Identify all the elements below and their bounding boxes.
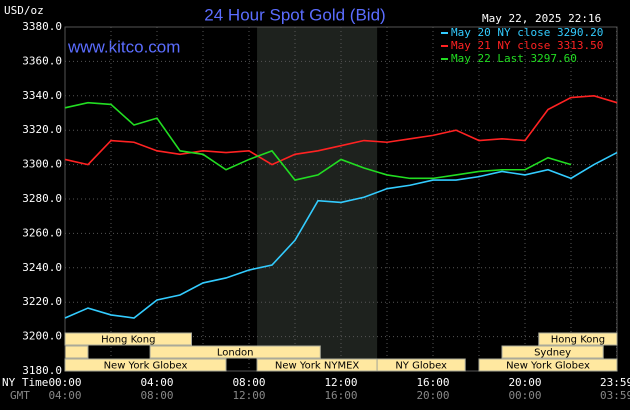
session-bar [64,358,227,372]
session-bar [376,358,466,372]
session-label: Hong Kong [551,335,605,346]
x2-tick-label: 08:00 [140,389,173,402]
y-tick-label: 3260.0 [22,226,62,239]
x2-tick-label: 16:00 [324,389,357,402]
series-line [64,151,618,319]
y-tick-label: 3300.0 [22,158,62,171]
legend-label: May 21 NY close 3313.50 [451,39,603,52]
session-label: NY Globex [395,361,447,372]
source: www.kitco.com [67,37,180,56]
series-line [64,94,618,166]
x-tick-label: 16:00 [416,376,449,389]
y-tick-label: 3180.0 [22,364,62,377]
y-tick-label: 3340.0 [22,89,62,102]
session-label: Sydney [534,348,571,359]
unit-label: USD/oz [4,4,44,17]
legend-label: May 22 Last 3297.60 [451,52,577,65]
x-tick-label: 23:59 [600,376,630,389]
x2-tick-label: 00:00 [508,389,541,402]
timestamp: May 22, 2025 22:16 [482,12,601,25]
y-tick-label: 3200.0 [22,330,62,343]
y-tick-label: 3240.0 [22,261,62,274]
x2-tick-label: 04:00 [48,389,81,402]
series-line [64,101,572,181]
session-bar [478,358,618,372]
session-label: Hong Kong [101,335,155,346]
x-tick-label: 04:00 [140,376,173,389]
x-tick-label: 20:00 [508,376,541,389]
x2-label: GMT [10,389,30,402]
session-bar [501,345,604,359]
x-label: NY Time [2,376,48,389]
y-tick-label: 3280.0 [22,192,62,205]
session-bar [149,345,321,359]
session-bar [64,345,89,359]
x2-tick-label: 20:00 [416,389,449,402]
y-tick-label: 3220.0 [22,295,62,308]
session-bar [64,332,192,346]
chart-title: 24 Hour Spot Gold (Bid) [204,5,385,24]
x2-tick-label: 03:59 [600,389,630,402]
session-label: New York NYMEX [275,361,360,372]
session-label: New York Globex [506,361,590,372]
x-tick-label: 08:00 [232,376,265,389]
session-bar [538,332,618,346]
y-tick-label: 3380.0 [22,20,62,33]
x2-tick-label: 12:00 [232,389,265,402]
y-tick-label: 3360.0 [22,54,62,67]
x-tick-label: 12:00 [324,376,357,389]
y-tick-label: 3320.0 [22,123,62,136]
legend-label: May 20 NY close 3290.20 [451,26,603,39]
x-tick-label: 00:00 [48,376,81,389]
session-label: New York Globex [104,361,188,372]
session-label: London [217,348,254,359]
